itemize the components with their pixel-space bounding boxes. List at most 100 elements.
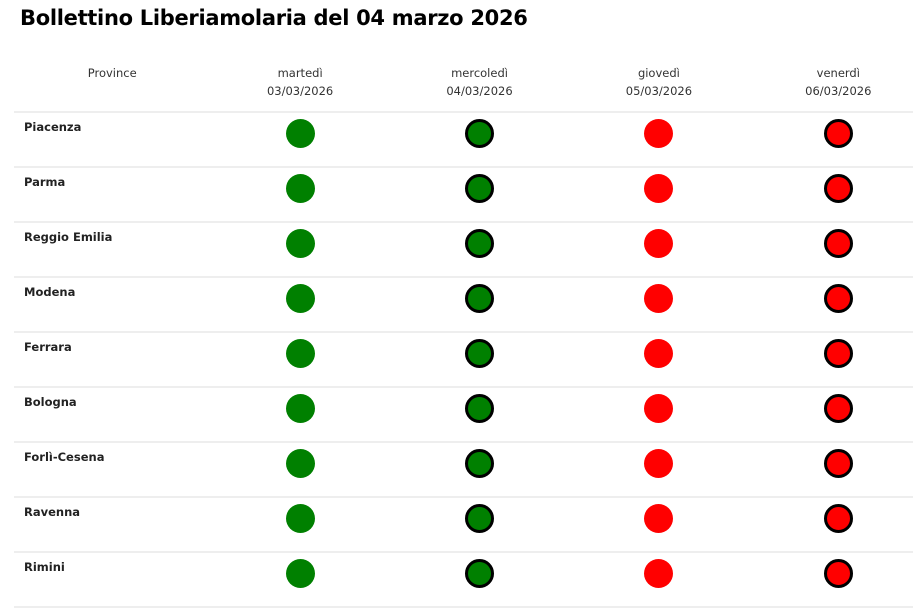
status-cell	[210, 331, 390, 387]
status-cell	[748, 441, 913, 497]
status-cell	[569, 331, 749, 387]
red-status-dot-icon	[644, 449, 674, 478]
green-status-dot-icon	[465, 174, 494, 203]
table-row: Parma	[14, 166, 913, 222]
green-status-dot-icon	[465, 504, 494, 533]
green-status-dot-icon	[465, 284, 494, 313]
green-status-dot-icon	[285, 559, 315, 588]
green-status-dot-icon	[285, 284, 315, 313]
table-row: Forlì-Cesena	[14, 441, 913, 497]
province-name: Modena	[14, 276, 211, 332]
province-name: Piacenza	[14, 111, 211, 167]
red-status-dot-icon	[823, 504, 853, 533]
red-status-dot-icon	[644, 504, 674, 533]
red-status-dot-icon	[644, 174, 674, 203]
status-cell	[389, 111, 570, 167]
red-status-dot-icon	[823, 174, 853, 203]
status-cell	[569, 551, 749, 608]
table-row: Modena	[14, 276, 913, 332]
green-status-dot-icon	[465, 449, 494, 478]
day-name: martedì	[277, 66, 323, 80]
status-cell	[210, 166, 390, 222]
red-status-dot-icon	[823, 449, 853, 478]
day-date: 06/03/2026	[805, 84, 872, 98]
status-cell	[210, 276, 390, 332]
green-status-dot-icon	[465, 394, 494, 423]
table-row: Ravenna	[14, 496, 913, 552]
green-status-dot-icon	[285, 119, 315, 148]
status-cell	[748, 276, 913, 332]
status-cell	[389, 441, 570, 497]
status-cell	[748, 551, 913, 608]
status-cell	[389, 276, 570, 332]
page-title: Bollettino Liberiamolaria del 04 marzo 2…	[20, 6, 528, 30]
green-status-dot-icon	[285, 394, 315, 423]
header-row: Province martedì 03/03/2026 mercoledì 04/03…	[14, 60, 913, 112]
status-cell	[569, 111, 749, 167]
province-name: Bologna	[14, 386, 211, 442]
green-status-dot-icon	[285, 174, 315, 203]
day-name: mercoledì	[451, 66, 508, 80]
status-cell	[748, 386, 913, 442]
status-cell	[210, 221, 390, 277]
status-cell	[569, 386, 749, 442]
green-status-dot-icon	[465, 339, 494, 368]
red-status-dot-icon	[644, 339, 674, 368]
status-cell	[748, 166, 913, 222]
day-date: 04/03/2026	[446, 84, 513, 98]
day-header: venerdì 06/03/2026	[749, 60, 913, 112]
status-cell	[748, 221, 913, 277]
green-status-dot-icon	[285, 339, 315, 368]
day-header: giovedì 05/03/2026	[569, 60, 748, 112]
status-cell	[210, 496, 390, 552]
red-status-dot-icon	[644, 284, 674, 313]
red-status-dot-icon	[823, 559, 853, 588]
province-name: Ferrara	[14, 331, 211, 387]
red-status-dot-icon	[823, 284, 853, 313]
province-name: Ravenna	[14, 496, 211, 552]
status-cell	[569, 221, 749, 277]
red-status-dot-icon	[823, 229, 853, 258]
status-cell	[389, 386, 570, 442]
status-cell	[389, 551, 570, 608]
day-date: 05/03/2026	[625, 84, 693, 98]
table-row: Rimini	[14, 551, 913, 608]
green-status-dot-icon	[465, 119, 494, 148]
status-cell	[748, 331, 913, 387]
status-cell	[210, 386, 390, 442]
day-header: mercoledì 04/03/2026	[390, 60, 569, 112]
green-status-dot-icon	[285, 229, 315, 258]
red-status-dot-icon	[823, 339, 853, 368]
status-cell	[389, 331, 570, 387]
green-status-dot-icon	[285, 449, 315, 478]
red-status-dot-icon	[823, 119, 853, 148]
green-status-dot-icon	[285, 504, 315, 533]
red-status-dot-icon	[644, 119, 674, 148]
day-name: giovedì	[637, 66, 680, 80]
red-status-dot-icon	[823, 394, 853, 423]
status-cell	[569, 496, 749, 552]
green-status-dot-icon	[465, 229, 494, 258]
status-cell	[389, 496, 570, 552]
status-cell	[748, 496, 913, 552]
table-row: Piacenza	[14, 111, 913, 167]
table-row: Reggio Emilia	[14, 221, 913, 277]
day-date: 03/03/2026	[266, 84, 334, 98]
province-name: Rimini	[14, 551, 211, 608]
province-name: Parma	[14, 166, 211, 222]
status-cell	[569, 441, 749, 497]
bulletin-table: Province martedì 03/03/2026 mercoledì 04/03…	[14, 60, 913, 608]
day-header: martedì 03/03/2026	[210, 60, 389, 112]
status-cell	[389, 166, 570, 222]
province-header: Province	[87, 66, 137, 80]
status-cell	[389, 221, 570, 277]
red-status-dot-icon	[644, 559, 674, 588]
status-cell	[210, 551, 390, 608]
table-row: Bologna	[14, 386, 913, 442]
status-cell	[210, 111, 390, 167]
table-row: Ferrara	[14, 331, 913, 387]
province-name: Reggio Emilia	[14, 221, 211, 277]
status-cell	[569, 276, 749, 332]
status-cell	[210, 441, 390, 497]
day-name: venerdì	[816, 66, 860, 80]
